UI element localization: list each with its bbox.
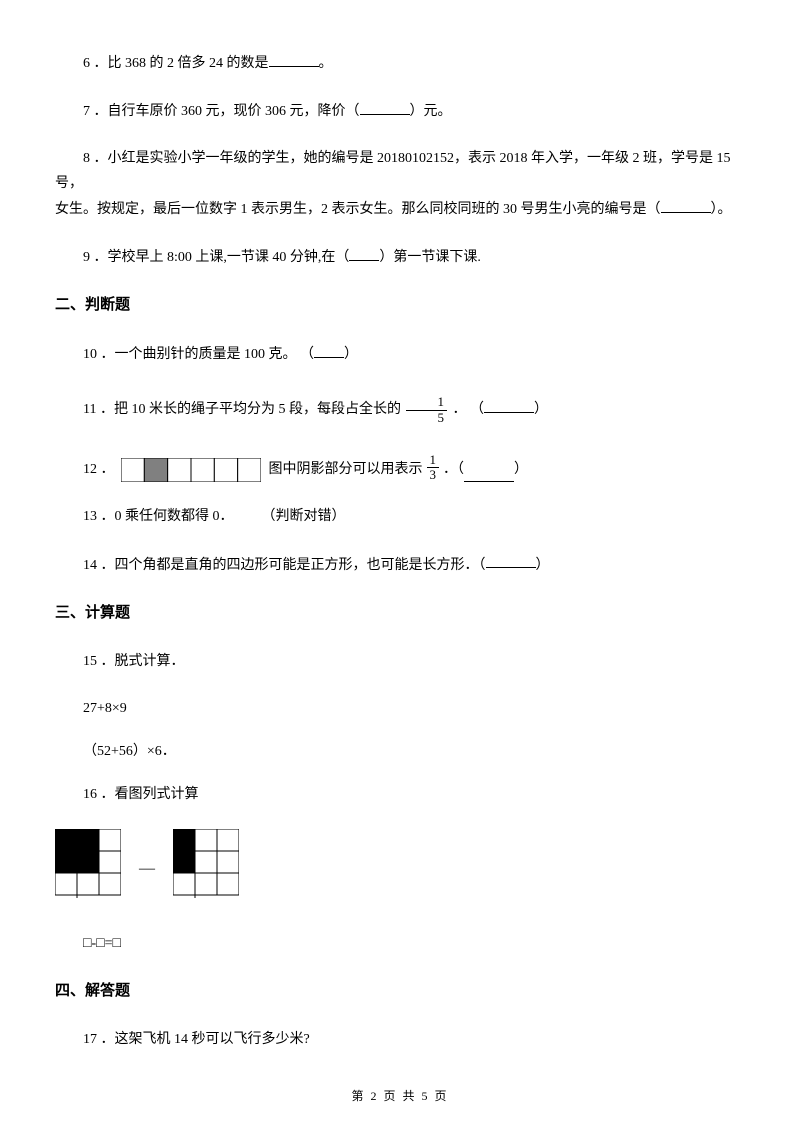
blank: [661, 196, 711, 213]
q12-text-a: 12 ．: [83, 457, 115, 482]
grid-left: [55, 829, 121, 908]
q10-text-a: 10 ．一个曲别针的质量是 100 克。 （: [83, 347, 314, 362]
section-2-title: 二、判断题: [55, 292, 745, 319]
q9-text-a: 9 ．学校早上 8:00 上课,一节课 40 分钟,在（: [83, 250, 349, 265]
q8-text-c: ）。: [711, 202, 732, 217]
question-15: 15 ．脱式计算．: [55, 649, 745, 674]
q11-text-b: ． （: [452, 402, 484, 417]
frac-den: 5: [406, 411, 447, 425]
q14-text-b: ）: [536, 557, 550, 572]
frac-den: 3: [427, 468, 440, 482]
q8-text-b: 女生。按规定，最后一位数字 1 表示男生，2 表示女生。那么同校同班的 30 号…: [55, 202, 661, 217]
frac-num: 1: [427, 453, 440, 468]
section-4-title: 四、解答题: [55, 978, 745, 1005]
question-13: 13 ．0 乘任何数都得 0． （判断对错）: [55, 504, 745, 529]
q11-text-c: ）: [534, 402, 548, 417]
question-9: 9 ．学校早上 8:00 上课,一节课 40 分钟,在（ ）第一节课下课.: [55, 244, 745, 270]
q11-text-a: 11 ．把 10 米长的绳子平均分为 5 段，每段占全长的: [83, 402, 401, 417]
rect-diagram: [121, 458, 261, 482]
q6-end: 。: [319, 56, 333, 71]
section-3-title: 三、计算题: [55, 600, 745, 627]
grid-diagram-row: —: [55, 829, 745, 908]
q12-text-d: ）: [514, 457, 528, 482]
frac-num: 1: [406, 395, 447, 410]
minus-sign: —: [139, 855, 155, 884]
question-17: 17 ．这架飞机 14 秒可以飞行多少米?: [55, 1027, 745, 1052]
q10-text-b: ）: [344, 347, 358, 362]
blank: [269, 50, 319, 67]
fraction-1-5: 1 5: [406, 395, 447, 425]
q15-sub2: （52+56）×6．: [55, 739, 745, 764]
question-11: 11 ．把 10 米长的绳子平均分为 5 段，每段占全长的 1 5 ． （ ）: [55, 395, 745, 425]
question-6: 6 ．比 368 的 2 倍多 24 的数是 。: [55, 50, 745, 76]
q12-text-b: 图中阴影部分可以用表示: [269, 457, 423, 482]
q6-text: 6 ．比 368 的 2 倍多 24 的数是: [83, 56, 269, 71]
blank: [484, 397, 534, 414]
blank: [486, 552, 536, 569]
question-16: 16 ．看图列式计算: [55, 782, 745, 807]
q7-text-a: 7 ．自行车原价 360 元，现价 306 元，降价（: [83, 104, 360, 119]
question-10: 10 ．一个曲别针的质量是 100 克。 （ ）: [55, 341, 745, 367]
question-12: 12 ． 图中阴影部分可以用表示 1 3 ．（ ）: [83, 453, 745, 483]
q12-text-c: ．（: [443, 457, 464, 482]
question-7: 7 ．自行车原价 360 元，现价 306 元，降价（ ）元。: [55, 98, 745, 124]
q16-equation: □-□=□: [55, 931, 745, 956]
q7-text-b: ）元。: [410, 104, 452, 119]
blank: [360, 98, 410, 115]
question-14: 14 ．四个角都是直角的四边形可能是正方形，也可能是长方形．（ ）: [55, 552, 745, 578]
blank: [314, 341, 344, 358]
q14-text-a: 14 ．四个角都是直角的四边形可能是正方形，也可能是长方形．（: [83, 557, 486, 572]
q8-text-a: 8 ．小红是实验小学一年级的学生，她的编号是 20180102152，表示 20…: [55, 151, 731, 191]
question-8: 8 ．小红是实验小学一年级的学生，她的编号是 20180102152，表示 20…: [55, 146, 745, 222]
page-footer: 第 2 页 共 5 页: [0, 1086, 800, 1108]
q9-text-b: ）第一节课下课.: [379, 250, 481, 265]
blank: [464, 466, 514, 483]
q15-sub1: 27+8×9: [55, 696, 745, 721]
grid-right: [173, 829, 239, 908]
fraction-1-3: 1 3: [427, 453, 440, 483]
blank: [349, 244, 379, 261]
